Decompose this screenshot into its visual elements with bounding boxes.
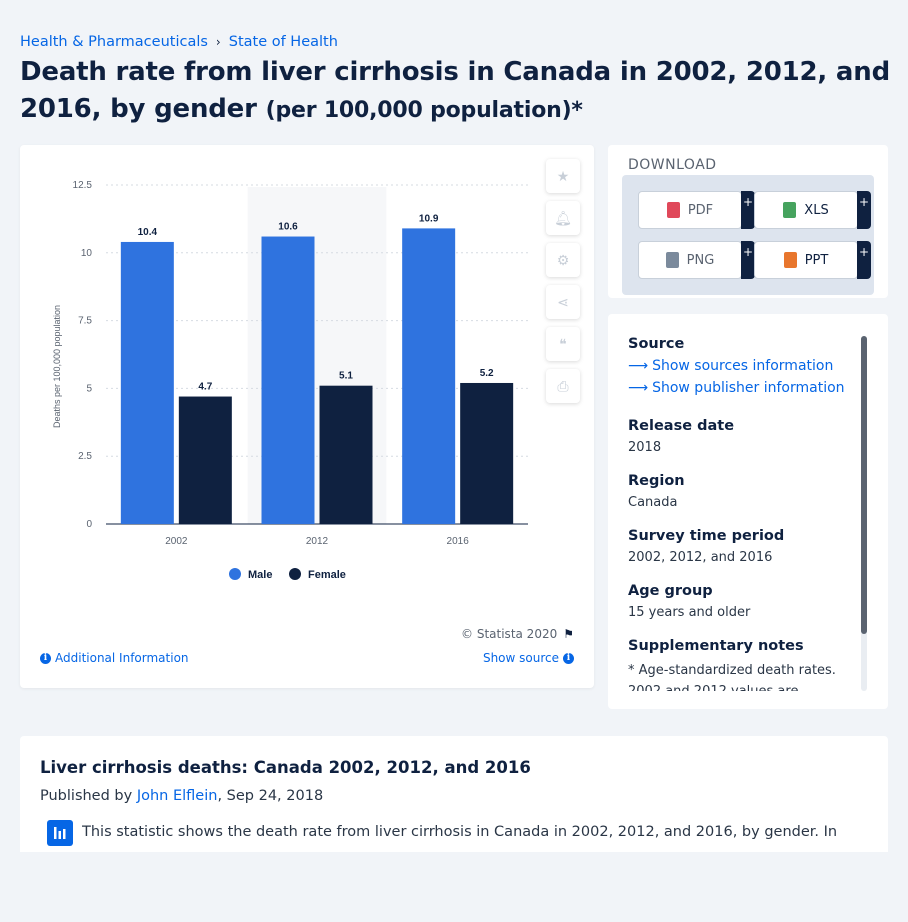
download-pdf-label: PDF bbox=[687, 202, 714, 218]
breadcrumb-item-health[interactable]: Health & Pharmaceuticals bbox=[20, 34, 208, 50]
quote-icon[interactable]: ❝ bbox=[546, 327, 580, 361]
show-publisher-label: Show publisher information bbox=[652, 380, 845, 396]
legend-marker bbox=[289, 568, 301, 580]
notification-bell-icon[interactable]: 🔔︎ bbox=[546, 201, 580, 235]
data-label: 10.6 bbox=[278, 222, 298, 233]
region-heading: Region bbox=[628, 473, 685, 489]
download-ppt-button[interactable]: PPT + bbox=[754, 241, 871, 279]
arrow-right-icon: ⟶ bbox=[628, 380, 649, 396]
breadcrumb: Health & Pharmaceuticals › State of Heal… bbox=[20, 34, 338, 50]
show-source-link[interactable]: Show source i bbox=[483, 651, 574, 665]
info-icon: i bbox=[40, 652, 51, 664]
age-group-value: 15 years and older bbox=[628, 605, 751, 620]
chart-card: 0 2.5 5 7.5 10 12.5 Deaths per 100,000 populat… bbox=[20, 145, 594, 688]
show-sources-link[interactable]: ⟶ Show sources information bbox=[628, 358, 856, 374]
plus-icon: + bbox=[741, 191, 755, 229]
bar-male-2012 bbox=[261, 236, 315, 524]
xls-file-icon bbox=[783, 202, 797, 218]
flag-icon[interactable]: ⚑ bbox=[563, 627, 574, 641]
breadcrumb-item-state-of-health[interactable]: State of Health bbox=[228, 34, 338, 50]
supplementary-notes-heading: Supplementary notes bbox=[628, 638, 804, 654]
bar-male-2016 bbox=[402, 228, 456, 524]
scrollbar-thumb[interactable] bbox=[861, 336, 867, 634]
settings-gear-icon[interactable]: ⚙ bbox=[546, 243, 580, 277]
png-file-icon bbox=[665, 252, 679, 268]
chart-copyright: © Statista 2020 ⚑ bbox=[461, 627, 574, 641]
supplementary-notes-value: * Age-standardized death rates. 2002 and… bbox=[628, 663, 836, 691]
download-ppt-label: PPT bbox=[804, 252, 829, 268]
description-text: This statistic shows the death rate from… bbox=[82, 824, 838, 840]
data-label: 4.7 bbox=[198, 382, 212, 393]
published-by: Published by John Elflein, Sep 24, 2018 bbox=[40, 788, 323, 804]
additional-information-label: Additional Information bbox=[55, 651, 189, 665]
pdf-file-icon bbox=[666, 202, 680, 218]
statistic-details-card: Source ⟶ Show sources information ⟶ Show… bbox=[608, 314, 888, 709]
ppt-file-icon bbox=[783, 252, 797, 268]
release-date-heading: Release date bbox=[628, 418, 735, 434]
region-value: Canada bbox=[628, 495, 678, 510]
print-icon[interactable]: ⎙ bbox=[546, 369, 580, 403]
page-title-main: Death rate from liver cirrhosis in Canad… bbox=[20, 57, 890, 124]
additional-information-link[interactable]: i Additional Information bbox=[40, 651, 189, 665]
bar-female-2002 bbox=[178, 396, 232, 524]
publish-date: , Sep 24, 2018 bbox=[217, 788, 324, 804]
data-label: 10.9 bbox=[419, 213, 439, 224]
page-title-unit: (per 100,000 population)* bbox=[265, 98, 583, 123]
survey-period-heading: Survey time period bbox=[628, 528, 785, 544]
published-by-label: Published by bbox=[40, 788, 133, 804]
description-title: Liver cirrhosis deaths: Canada 2002, 201… bbox=[40, 758, 531, 777]
data-label: 5.2 bbox=[480, 368, 494, 379]
y-tick-label: 7.5 bbox=[78, 316, 92, 327]
download-xls-button[interactable]: XLS + bbox=[754, 191, 871, 229]
download-card: DOWNLOAD PDF + XLS + PNG + PPT + bbox=[608, 145, 888, 298]
y-axis-label: Deaths per 100,000 population bbox=[52, 305, 62, 428]
age-group-heading: Age group bbox=[628, 583, 713, 599]
download-options: PDF + XLS + PNG + PPT + bbox=[622, 175, 874, 295]
survey-period-value: 2002, 2012, and 2016 bbox=[628, 550, 773, 565]
statistic-bar-icon bbox=[47, 820, 73, 846]
info-icon: i bbox=[563, 652, 574, 664]
author-link[interactable]: John Elflein bbox=[136, 788, 218, 804]
copyright-text: © Statista 2020 bbox=[461, 627, 558, 641]
x-tick-label: 2002 bbox=[165, 536, 188, 547]
arrow-right-icon: ⟶ bbox=[628, 358, 649, 374]
x-tick-label: 2012 bbox=[306, 536, 329, 547]
download-title: DOWNLOAD bbox=[628, 157, 717, 173]
show-publisher-link[interactable]: ⟶ Show publisher information bbox=[628, 380, 856, 396]
bar-chart: 0 2.5 5 7.5 10 12.5 Deaths per 100,000 populat… bbox=[52, 180, 528, 581]
legend-label: Female bbox=[308, 569, 346, 581]
bar-male-2002 bbox=[120, 241, 174, 524]
breadcrumb-separator-icon: › bbox=[215, 35, 221, 49]
statistic-details-scroll[interactable]: Source ⟶ Show sources information ⟶ Show… bbox=[628, 336, 856, 691]
plus-icon: + bbox=[741, 241, 755, 279]
favorite-star-icon[interactable]: ★ bbox=[546, 159, 580, 193]
data-label: 10.4 bbox=[138, 227, 158, 238]
page-title: Death rate from liver cirrhosis in Canad… bbox=[20, 54, 890, 129]
bar-female-2016 bbox=[460, 382, 514, 524]
y-tick-label: 12.5 bbox=[73, 180, 93, 191]
x-tick-label: 2016 bbox=[447, 536, 470, 547]
legend-label: Male bbox=[248, 569, 272, 581]
download-xls-label: XLS bbox=[804, 202, 829, 218]
release-date-value: 2018 bbox=[628, 440, 662, 455]
bar-female-2012 bbox=[319, 385, 373, 524]
show-sources-label: Show sources information bbox=[652, 358, 834, 374]
legend-marker bbox=[229, 568, 241, 580]
chart-toolbar: ★ 🔔︎ ⚙ ⋖ ❝ ⎙ bbox=[546, 159, 582, 411]
download-pdf-button[interactable]: PDF + bbox=[638, 191, 755, 229]
download-png-button[interactable]: PNG + bbox=[638, 241, 755, 279]
download-png-label: PNG bbox=[686, 252, 715, 268]
y-tick-label: 10 bbox=[81, 248, 93, 259]
share-icon[interactable]: ⋖ bbox=[546, 285, 580, 319]
y-tick-label: 0 bbox=[86, 519, 92, 530]
y-tick-label: 5 bbox=[86, 383, 92, 394]
y-tick-label: 2.5 bbox=[78, 451, 92, 462]
data-label: 5.1 bbox=[339, 371, 353, 382]
plus-icon: + bbox=[857, 241, 871, 279]
show-source-label: Show source bbox=[482, 651, 559, 665]
plus-icon: + bbox=[857, 191, 871, 229]
footer-band bbox=[0, 852, 908, 922]
source-heading: Source bbox=[628, 336, 685, 352]
